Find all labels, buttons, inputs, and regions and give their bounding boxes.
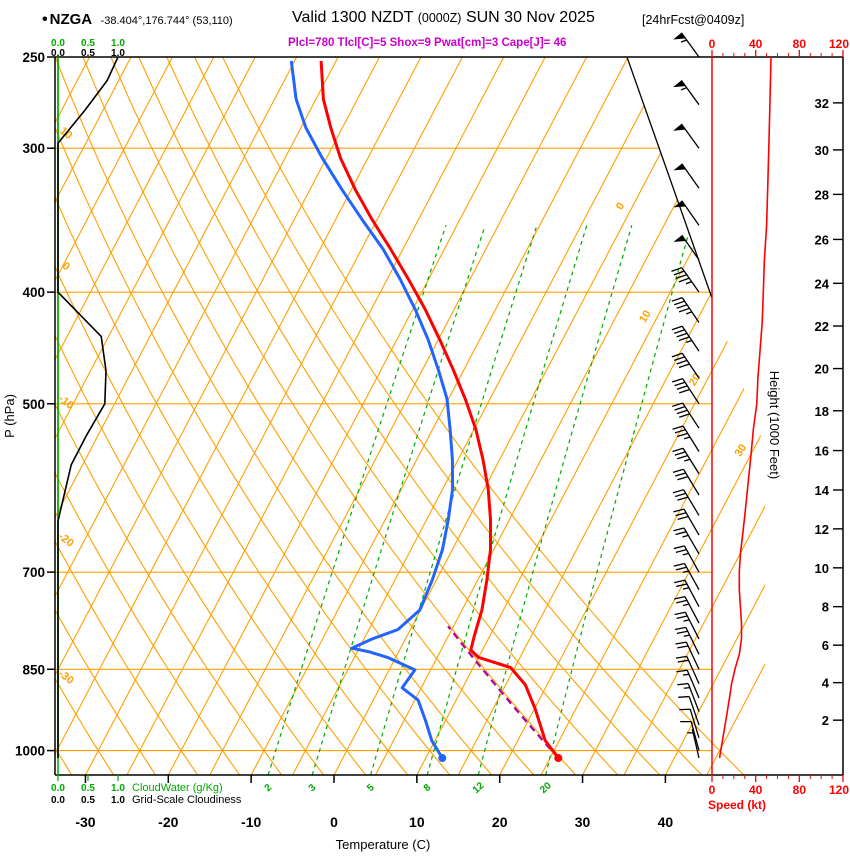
- surface-dewpoint-dot: [438, 754, 447, 763]
- mixing-ratio-label: 8: [422, 782, 434, 794]
- parcel-path: [447, 625, 560, 759]
- mixing-ratio-label: 3: [307, 782, 319, 794]
- cloudwater-scale-top: 1.0: [111, 38, 125, 49]
- cloudiness-scale-top: 0.0: [51, 48, 65, 59]
- pressure-axis-title: P (hPa): [2, 394, 17, 438]
- height-tick-label: 30: [815, 143, 829, 158]
- valid-date: SUN 30 Nov 2025: [465, 9, 595, 26]
- height-tick-label: 26: [815, 232, 829, 247]
- height-tick-label: 4: [822, 676, 830, 691]
- adiabat-label: 0: [60, 260, 72, 273]
- pressure-tick-label: 500: [22, 397, 45, 412]
- height-tick-label: 28: [815, 187, 829, 202]
- mixing-ratio-label: 12: [471, 780, 487, 796]
- speed-tick-label-bottom: 40: [749, 783, 763, 797]
- speed-tick-label-top: 80: [793, 37, 807, 51]
- forecast-info: [24hrFcst@0409z]: [642, 13, 745, 27]
- cloudiness-axis-title: Grid-Scale Cloudiness: [132, 794, 242, 806]
- wind-barbs: [671, 32, 700, 759]
- cloudwater-scale-top: 0.5: [81, 38, 95, 49]
- temperature-tick-label: 40: [658, 814, 674, 830]
- height-tick-label: 8: [822, 600, 829, 615]
- height-tick-label: 10: [815, 561, 829, 576]
- pressure-tick-label: 1000: [15, 744, 45, 759]
- speed-tick-label-bottom: 120: [829, 783, 849, 797]
- temperature-axis-title: Temperature (C): [336, 837, 431, 852]
- pressure-tick-label: 850: [22, 662, 45, 677]
- height-axis-title: Height (1000 Feet): [767, 371, 782, 479]
- station-id: NZGA: [49, 11, 93, 28]
- speed-tick-label-bottom: 0: [709, 783, 716, 797]
- cloudiness-scale-bottom: 0.5: [81, 795, 95, 806]
- isotherm-label: 30: [733, 442, 750, 459]
- speed-tick-label-bottom: 80: [793, 783, 807, 797]
- cloudwater-axis-title: CloudWater (g/Kg): [132, 782, 223, 794]
- isotherm-label: 0: [614, 200, 627, 212]
- pressure-tick-label: 400: [22, 285, 45, 300]
- pressure-tick-label: 250: [22, 50, 45, 65]
- temperature-tick-label: 10: [409, 814, 425, 830]
- height-tick-label: 22: [815, 319, 829, 334]
- cloudiness-scale-top: 0.5: [81, 48, 95, 59]
- valid-zulu: (0000Z): [417, 11, 462, 25]
- temperature-tick-label: 20: [492, 814, 508, 830]
- cloudiness-scale-top: 1.0: [111, 48, 125, 59]
- temperature-tick-label: 0: [330, 814, 338, 830]
- height-tick-label: 12: [815, 522, 829, 537]
- mixing-ratio-line: [370, 225, 538, 775]
- cloudiness-scale-bottom: 1.0: [111, 795, 125, 806]
- cloudwater-scale-bottom: 0.0: [51, 783, 65, 794]
- mixing-ratio-label: 2: [263, 782, 275, 794]
- height-tick-label: 16: [815, 444, 829, 459]
- isotherm-label: 20: [687, 371, 704, 388]
- wind-speed-curve: [718, 56, 772, 759]
- height-tick-label: 18: [815, 404, 829, 419]
- height-tick-label: 20: [815, 362, 829, 377]
- chart-header-station: • NZGA -38.404°,176.744° (53,110): [42, 11, 233, 29]
- stability-indices: Plcl=780 Tlcl[C]=5 Shox=9 Pwat[cm]=3 Cap…: [288, 37, 567, 49]
- station-coords: -38.404°,176.744° (53,110): [100, 15, 233, 27]
- mixing-ratio-label: 5: [365, 782, 377, 794]
- mixing-ratio-line: [267, 225, 447, 775]
- temperature-tick-label: -10: [241, 814, 261, 830]
- cloudwater-scale-bottom: 0.5: [81, 783, 95, 794]
- speed-axis-title: Speed (kt): [708, 798, 766, 812]
- speed-tick-label-top: 40: [749, 37, 763, 51]
- surface-temperature-dot: [554, 754, 563, 763]
- skewt-background-grid: [55, 57, 765, 775]
- cloudwater-scale-top: 0.0: [51, 38, 65, 49]
- mixing-ratio-line: [426, 225, 588, 775]
- pressure-tick-label: 300: [22, 141, 45, 156]
- adiabat-label: -20: [56, 530, 76, 549]
- valid-time: Valid 1300 NZDT: [292, 9, 414, 26]
- temperature-tick-label: -20: [158, 814, 178, 830]
- cloudiness-curve: [57, 56, 119, 758]
- speed-tick-label-top: 120: [829, 37, 849, 51]
- isotherm-label: 10: [637, 308, 654, 325]
- height-tick-label: 14: [815, 483, 830, 498]
- cloudiness-scale-bottom: 0.0: [51, 795, 65, 806]
- height-tick-label: 6: [822, 638, 829, 653]
- mixing-ratio-line: [477, 225, 633, 775]
- height-tick-label: 32: [815, 96, 829, 111]
- height-tick-label: 2: [822, 713, 829, 728]
- temperature-tick-label: -30: [75, 814, 95, 830]
- cloudwater-scale-bottom: 1.0: [111, 783, 125, 794]
- mixing-ratio-label: 20: [538, 780, 554, 796]
- speed-tick-label-top: 0: [709, 37, 716, 51]
- temperature-curve: [319, 60, 560, 759]
- adiabat-label: -30: [56, 668, 76, 687]
- station-bullet-icon: •: [42, 11, 48, 28]
- height-tick-label: 24: [815, 276, 830, 291]
- pressure-tick-label: 700: [22, 565, 45, 580]
- mixing-ratio-line: [311, 225, 486, 775]
- adiabat-label: -10: [56, 393, 76, 412]
- mixing-ratio-line: [545, 225, 692, 775]
- temperature-tick-label: 30: [575, 814, 591, 830]
- chart-header-valid: Valid 1300 NZDT (0000Z) SUN 30 Nov 2025: [292, 9, 595, 27]
- dewpoint-curve: [289, 60, 455, 759]
